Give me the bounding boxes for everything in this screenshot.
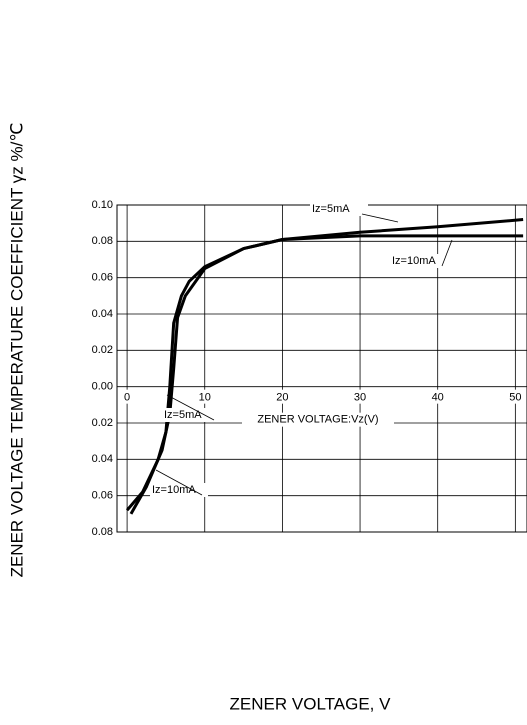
y-axis-label: ZENER VOLTAGE TEMPERATURE COEFFICIENT γz… <box>7 123 26 578</box>
y-tick-label: 0.08 <box>92 526 113 538</box>
series-annotation: Iz=10mA <box>392 255 436 267</box>
leader-line <box>155 469 203 496</box>
tick-label-bg <box>429 389 446 404</box>
y-tick-label: 0.08 <box>92 235 113 247</box>
annotation-bg <box>390 254 448 268</box>
tick-label-bg <box>507 389 524 404</box>
tick-label-bg <box>352 389 369 404</box>
annotation-bg <box>162 408 220 422</box>
x-tick-label: 40 <box>432 392 444 404</box>
series-line <box>129 234 524 515</box>
y-tick-label: 0.04 <box>92 308 113 320</box>
tick-label-bg <box>196 389 213 404</box>
y-tick-label: 0.02 <box>92 344 113 356</box>
y-tick-label: 0.06 <box>92 490 113 502</box>
leader-line <box>441 239 453 267</box>
inner-x-label: ZENER VOLTAGE:Vz(V) <box>257 414 378 426</box>
x-tick-label: 50 <box>509 392 521 404</box>
y-tick-label: 0.06 <box>92 272 113 284</box>
y-tick-label: 0.10 <box>92 199 113 211</box>
inner-label-bg <box>242 412 394 427</box>
y-tick-label: 0.04 <box>92 453 113 465</box>
x-tick-label: 20 <box>276 392 288 404</box>
series-line <box>125 218 524 512</box>
series-annotation: Iz=5mA <box>164 409 202 421</box>
annotation-bg <box>310 202 368 216</box>
x-tick-label: 0 <box>124 392 130 404</box>
x-tick-label: 10 <box>199 392 211 404</box>
leader-line <box>361 213 399 223</box>
y-tick-label: 0.02 <box>92 417 113 429</box>
x-tick-label: 30 <box>354 392 366 404</box>
tick-label-bg <box>274 389 291 404</box>
leader-line <box>166 394 215 421</box>
annotation-bg <box>150 483 208 497</box>
series-annotation: Iz=10mA <box>152 484 196 496</box>
x-axis-label: ZENER VOLTAGE, V <box>230 694 392 713</box>
series-annotation: Iz=5mA <box>312 203 350 215</box>
tick-label-bg <box>119 389 136 404</box>
y-tick-label: 0.00 <box>92 381 113 393</box>
